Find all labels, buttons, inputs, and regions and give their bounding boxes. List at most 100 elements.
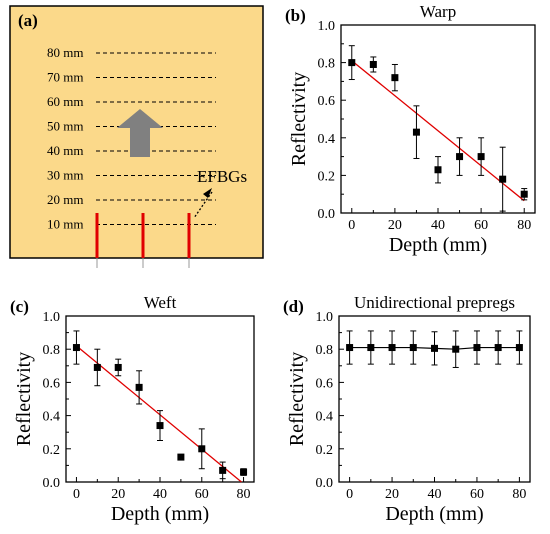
depth-label: 60 mm [47,94,83,109]
plot-frame [65,315,255,483]
data-point [72,344,80,352]
data-point [412,128,420,136]
depth-lines: 80 mm 70 mm 60 mm 50 mm 40 mm 30 mm 20 mm 10 mm [47,45,216,232]
y-tick-label: 0.4 [43,410,61,425]
depth-label: 40 mm [47,143,83,158]
panel-a-letter: (a) [18,11,38,30]
x-tick-label: 40 [428,487,442,502]
data-point [177,453,185,461]
y-tick-label: 0.0 [318,207,336,222]
data-point [114,363,122,371]
fbg-marker [187,213,191,258]
y-tick-label: 0.8 [43,343,61,358]
x-tick-label: 80 [512,487,526,502]
data-point [434,166,442,174]
fit-line [351,60,525,202]
x-axis-title: Depth (mm) [389,234,487,256]
panel-letter: (c) [10,297,29,316]
panel-a: (a) 80 mm 70 mm 60 mm 50 mm 40 mm 30 mm 20 mm 1… [9,5,264,268]
y-tick-label: 0.6 [318,94,336,109]
fbg-sensors [95,213,191,268]
data-point [240,468,248,476]
y-tick-label: 1.0 [318,19,336,34]
depth-label: 10 mm [47,217,83,232]
panel-letter: (d) [283,297,304,316]
depth-label: 80 mm [47,45,83,60]
data-point [369,60,377,68]
data-point [499,175,507,183]
data-point [219,466,227,474]
y-axis-title: Reflectivity [13,352,35,446]
x-tick-label: 80 [517,218,531,233]
y-tick-label: 0.8 [316,343,334,358]
y-tick-label: 0.4 [316,410,334,425]
depth-label: 20 mm [47,192,83,207]
x-tick-label: 0 [348,218,355,233]
y-tick-label: 0.6 [43,376,61,391]
x-tick-label: 20 [385,487,399,502]
y-tick-label: 0.8 [318,57,336,72]
plot-frame [340,24,536,214]
x-tick-label: 40 [431,218,445,233]
x-tick-label: 0 [346,487,353,502]
depth-label: 30 mm [47,168,83,183]
data-point [156,422,164,430]
efbg-pointer-arrow [193,191,213,219]
y-tick-label: 0.6 [316,376,334,391]
fit-line [76,345,242,483]
data-point [452,345,460,353]
y-tick-label: 0.2 [43,443,61,458]
x-tick-label: 60 [195,487,209,502]
chart-panel-d: 0 20 40 60 80 0.0 0.2 0.4 0.6 0.8 1.0 Depth (mm) Ref… [283,293,531,525]
data-point [348,59,356,67]
data-point [409,344,417,352]
x-tick-label: 60 [470,487,484,502]
data-point [515,344,523,352]
data-point [520,190,528,198]
y-axis-title: Reflectivity [288,72,310,166]
y-tick-label: 0.4 [318,132,336,147]
chart-panel-c: 0 20 40 60 80 0.0 0.2 0.4 0.6 0.8 1.0 Depth (mm) Ref… [10,293,255,525]
data-point [473,344,481,352]
data-point [93,363,101,371]
up-arrow-icon [117,109,163,157]
panel-letter: (b) [285,6,306,25]
y-tick-label: 0.2 [318,169,336,184]
x-tick-label: 60 [474,218,488,233]
data-point [456,153,464,161]
data-point [367,344,375,352]
data-point [477,153,485,161]
data-point [346,344,354,352]
panel-title: Warp [420,2,456,21]
charts: 0 20 40 60 80 0.0 0.2 0.4 0.6 0.8 1.0 Depth (mm) Ref… [10,2,536,525]
panel-title: Weft [144,293,177,312]
data-point [431,344,438,352]
x-tick-label: 20 [388,218,402,233]
depth-label: 70 mm [47,70,83,85]
y-tick-label: 0.2 [316,443,334,458]
depth-label: 50 mm [47,119,83,134]
panel-title: Unidirectional prepregs [354,293,515,312]
chart-panel-b: 0 20 40 60 80 0.0 0.2 0.4 0.6 0.8 1.0 Depth (mm) Ref… [285,2,536,256]
fbg-marker [95,213,99,258]
data-point [198,445,206,453]
arrowhead-icon [203,188,212,198]
data-point [135,383,143,391]
y-tick-label: 1.0 [316,310,334,325]
data-point [388,344,396,352]
x-tick-label: 20 [111,487,125,502]
efbg-label: EFBGs [197,167,247,186]
fbg-marker [141,213,145,258]
x-tick-label: 40 [153,487,167,502]
x-axis-title: Depth (mm) [385,503,483,525]
y-tick-label: 0.0 [43,476,61,491]
data-point [494,344,502,352]
x-axis-title: Depth (mm) [111,503,209,525]
data-point [391,74,399,82]
x-tick-label: 0 [73,487,80,502]
y-tick-label: 1.0 [43,310,61,325]
y-axis-title: Reflectivity [286,352,308,446]
x-tick-label: 80 [237,487,251,502]
y-tick-label: 0.0 [316,476,334,491]
